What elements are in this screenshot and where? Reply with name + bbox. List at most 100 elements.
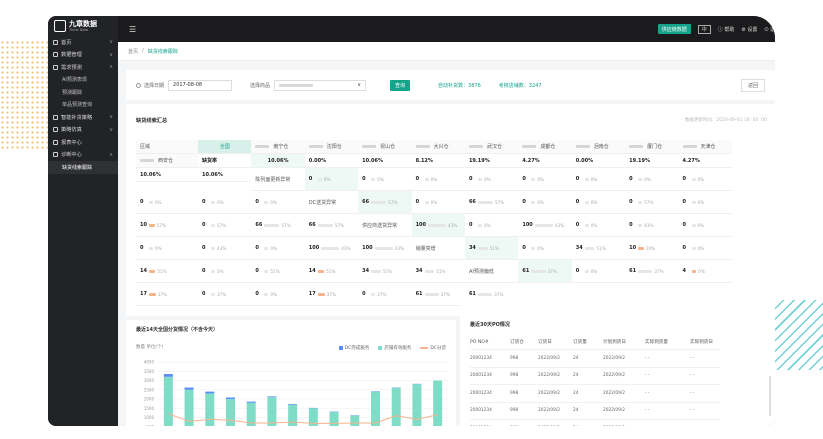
sidebar-item[interactable]: 首页 ∨ xyxy=(48,36,118,49)
cell-percent: 43% xyxy=(394,245,404,251)
table-cell[interactable]: 0 0% xyxy=(625,168,679,191)
sidebar-subitem[interactable]: AI预测表现 xyxy=(62,77,87,84)
table-cell[interactable]: 14 51% xyxy=(304,260,359,283)
blurred-prefix xyxy=(140,159,154,162)
column-header-label: 厦门仓 xyxy=(647,144,663,150)
brand-logo[interactable]: 九章数据 Think Data xyxy=(48,16,118,36)
table-cell[interactable]: 100 43% xyxy=(411,214,465,237)
sidebar-item[interactable]: 智能补货策略 ∨ xyxy=(48,111,118,124)
blurred-prefix xyxy=(468,145,483,148)
back-button[interactable]: 返回 xyxy=(740,78,765,92)
table-cell[interactable]: 0 0% xyxy=(136,191,198,214)
y-tick-label: 500 xyxy=(146,424,154,426)
sidebar-item[interactable]: 报表中心 xyxy=(48,136,118,149)
table-cell[interactable]: 17 37% xyxy=(136,283,198,306)
table-cell[interactable]: 61 37% xyxy=(625,260,679,283)
table-cell[interactable]: 66 57% xyxy=(251,214,305,237)
table-cell[interactable]: 0 43% xyxy=(625,214,679,237)
table-cell[interactable]: 0 0% xyxy=(251,191,305,214)
table-cell[interactable]: 100 43% xyxy=(304,237,359,260)
table-cell[interactable]: 100 43% xyxy=(358,237,412,260)
hamburger-menu-icon[interactable]: ☰ xyxy=(129,25,137,34)
legend-item[interactable]: 店铺有效服务 xyxy=(378,345,411,351)
cell-percent: 0% xyxy=(377,176,384,182)
table-cell[interactable]: 0 0% xyxy=(304,168,359,191)
date-input[interactable]: 2017-08-08 xyxy=(168,79,233,91)
table-cell[interactable]: 0 0% xyxy=(464,168,519,191)
query-button[interactable]: 查询 xyxy=(390,79,411,91)
blurred-prefix xyxy=(308,145,323,148)
table-cell[interactable]: 0 0% xyxy=(518,168,572,191)
breadcrumb-home[interactable]: 首页 xyxy=(128,48,139,55)
table-cell[interactable]: 17 37% xyxy=(304,283,359,306)
table-cell[interactable]: 0 0% xyxy=(571,191,626,214)
table-cell[interactable]: 0 0% xyxy=(358,168,412,191)
help-link[interactable]: ⓘ 帮助 xyxy=(718,26,735,33)
table-cell[interactable]: 0 0% xyxy=(518,237,572,260)
table-cell[interactable]: 34 51% xyxy=(464,237,519,260)
table-cell[interactable]: 66 57% xyxy=(304,214,359,237)
table-cell[interactable]: 0 0% xyxy=(518,191,572,214)
table-cell[interactable]: 0 0% xyxy=(678,191,732,214)
sidebar-item[interactable]: 策略仿真 ∨ xyxy=(48,124,118,137)
table-cell[interactable]: 0 0% xyxy=(571,260,626,283)
product-select[interactable]: ∨ xyxy=(274,79,367,91)
cell-bar xyxy=(584,269,589,273)
table-cell[interactable]: 14 51% xyxy=(136,260,198,283)
table-cell[interactable]: 10 57% xyxy=(136,214,198,237)
table-cell[interactable]: 34 51% xyxy=(358,260,412,283)
supply-chain-button[interactable]: 供应链数据 xyxy=(657,24,691,34)
table-cell[interactable]: 0 37% xyxy=(198,283,252,306)
cell-value: 0 xyxy=(575,199,580,205)
settings-link[interactable]: ⚙ 设置 xyxy=(741,26,757,33)
table-cell[interactable]: 0 0% xyxy=(411,168,465,191)
line-dc-distribution xyxy=(168,413,438,424)
table-cell[interactable]: 34 51% xyxy=(571,237,626,260)
table-cell[interactable]: 61 37% xyxy=(411,283,465,306)
table-cell[interactable]: 61 37% xyxy=(464,283,519,306)
sidebar-subitem[interactable]: 缺货线索跟踪 xyxy=(48,161,118,174)
table-cell[interactable]: 34 51% xyxy=(411,260,465,283)
table-cell[interactable]: 0 0% xyxy=(136,237,198,260)
table-cell[interactable]: 0 0% xyxy=(571,214,626,237)
table-cell[interactable]: 0 0% xyxy=(251,237,305,260)
table-cell[interactable]: 0 0% xyxy=(571,168,626,191)
table-cell[interactable]: 0 0% xyxy=(678,214,732,237)
cell-value: 66 xyxy=(255,222,263,228)
table-cell[interactable]: 10 10% xyxy=(625,237,679,260)
sidebar-item[interactable]: 数据管理 ∨ xyxy=(48,49,118,62)
table-cell[interactable]: 100 43% xyxy=(518,214,572,237)
legend-item[interactable]: DC完成服务 xyxy=(338,345,369,351)
table-cell[interactable]: 0 0% xyxy=(411,191,465,214)
table-cell[interactable]: 0 0% xyxy=(678,168,732,191)
logout-link[interactable]: ⏻ 退 xyxy=(764,26,775,33)
table-cell[interactable]: 0 0% xyxy=(251,283,305,306)
po-cell: 24 xyxy=(573,401,603,420)
sidebar-subitem[interactable]: 预测跟踪 xyxy=(62,89,83,96)
table-cell[interactable]: 0 0% xyxy=(678,237,732,260)
blurred-prefix xyxy=(415,145,430,148)
table-cell[interactable]: 4 0% xyxy=(678,260,732,283)
table-cell[interactable]: 0 0% xyxy=(198,191,252,214)
table-cell[interactable]: 0 51% xyxy=(251,260,305,283)
legend-item[interactable]: DC分货 xyxy=(420,345,446,351)
sidebar-item[interactable]: 需求预测 ∧ xyxy=(48,61,118,74)
sidebar-item[interactable]: 诊断中心 ∧ xyxy=(48,149,118,162)
table-cell[interactable]: 0 43% xyxy=(198,237,252,260)
table-cell[interactable]: 0 37% xyxy=(358,283,412,306)
language-switch[interactable]: 中 xyxy=(697,24,711,34)
y-tick-label: 2000 xyxy=(144,397,155,402)
bar-store-service xyxy=(412,384,422,426)
po-scrollbar[interactable] xyxy=(769,376,771,416)
table-cell[interactable]: 66 57% xyxy=(464,191,519,214)
table-cell[interactable]: 66 57% xyxy=(358,191,412,214)
sidebar-subitem[interactable]: 单品预测查询 xyxy=(62,102,93,109)
cell-value: 14 xyxy=(140,268,147,274)
table-cell[interactable]: 0 57% xyxy=(198,214,252,237)
table-cell[interactable]: 61 37% xyxy=(518,260,572,283)
po-cell: 2022/09/2 xyxy=(538,349,573,367)
table-cell[interactable]: 0 0% xyxy=(464,214,519,237)
cell-bar xyxy=(211,292,215,296)
table-cell[interactable]: 0 57% xyxy=(625,191,679,214)
table-cell[interactable]: 0 0% xyxy=(198,260,252,283)
